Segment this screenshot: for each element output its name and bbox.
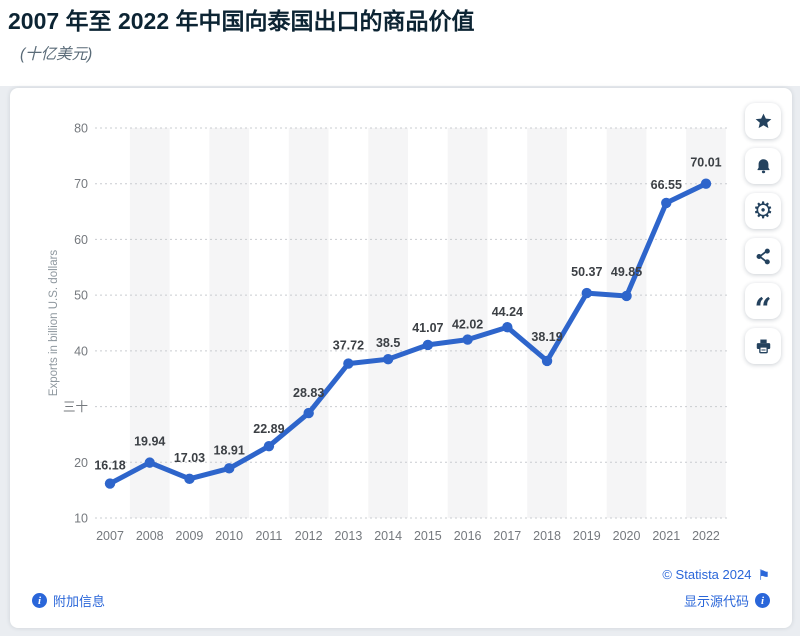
data-label-2011: 22.89	[253, 422, 284, 436]
x-tick-label: 2011	[255, 529, 282, 543]
bell-icon	[754, 157, 773, 176]
data-label-2018: 38.19	[531, 330, 562, 344]
data-label-2012: 28.83	[293, 386, 324, 400]
y-tick-label: 40	[74, 344, 88, 358]
x-tick-label: 2014	[374, 529, 402, 543]
x-tick-label: 2013	[334, 529, 362, 543]
y-tick-label: 60	[74, 233, 88, 247]
additional-info-link[interactable]: i 附加信息	[32, 591, 105, 610]
y-tick-label: 70	[74, 177, 88, 191]
x-tick-label: 2016	[454, 529, 482, 543]
y-tick-label: 10	[74, 512, 88, 526]
plot-stripe-2008	[129, 128, 170, 518]
data-point-2008[interactable]	[144, 457, 155, 468]
data-label-2021: 66.55	[651, 178, 682, 192]
data-label-2022: 70.01	[690, 156, 721, 170]
x-tick-label: 2018	[533, 529, 561, 543]
chart-header: 2007 年至 2022 年中国向泰国出口的商品价值 (十亿美元)	[0, 0, 800, 86]
share-button[interactable]	[745, 238, 781, 274]
gear-icon: ⚙	[752, 197, 774, 224]
data-point-2011[interactable]	[263, 440, 275, 452]
y-tick-label: 20	[74, 456, 88, 470]
plot-stripe-2018	[527, 128, 567, 518]
print-button[interactable]	[745, 328, 781, 364]
x-tick-label: 2007	[96, 529, 124, 543]
x-tick-label: 2019	[573, 529, 601, 543]
data-point-2018[interactable]	[541, 355, 553, 367]
show-source-label: 显示源代码	[683, 594, 749, 609]
data-point-2019[interactable]	[581, 287, 592, 299]
info-icon: i	[32, 593, 47, 608]
share-icon	[754, 247, 773, 266]
data-point-2020[interactable]	[621, 290, 632, 302]
data-label-2014: 38.5	[376, 336, 400, 350]
y-tick-label: 80	[74, 122, 88, 136]
data-label-2008: 19.94	[134, 435, 165, 449]
info-icon: i	[755, 593, 770, 608]
series-line	[107, 181, 709, 487]
chart-subtitle: (十亿美元)	[20, 46, 93, 63]
x-tick-label: 2012	[295, 529, 323, 543]
data-point-2014[interactable]	[382, 354, 394, 365]
x-tick-label: 2020	[613, 529, 641, 543]
data-label-2017: 44.24	[492, 305, 523, 319]
x-tick-label: 2022	[692, 529, 720, 543]
data-point-2012[interactable]	[303, 407, 314, 419]
data-point-2022[interactable]	[700, 178, 712, 189]
y-axis-title: Exports in billion U.S. dollars	[48, 250, 60, 397]
data-point-2013[interactable]	[343, 358, 354, 369]
data-label-2015: 41.07	[412, 321, 443, 335]
cite-button[interactable]: “	[745, 283, 781, 325]
data-point-2007[interactable]	[104, 478, 116, 489]
data-point-2017[interactable]	[502, 322, 513, 333]
x-tick-label: 2017	[493, 529, 521, 543]
x-tick-label: 2009	[176, 529, 204, 543]
chart-card: 10 20 三十 40 50 60 70 80 Exports in billion U.S. …	[10, 88, 792, 628]
data-point-2010[interactable]	[223, 463, 235, 474]
data-label-2007: 16.18	[94, 459, 125, 473]
x-tick-label: 2015	[414, 529, 442, 543]
page-title: 2007 年至 2022 年中国向泰国出口的商品价值	[8, 8, 475, 34]
plot-stripe-2020	[606, 128, 647, 518]
printer-icon	[754, 337, 773, 356]
line-chart: 10 20 三十 40 50 60 70 80 Exports in billion U.S. …	[48, 122, 730, 543]
x-tick-label: 2021	[652, 529, 680, 543]
alerts-button[interactable]	[745, 148, 781, 184]
x-tick-label: 2008	[136, 529, 164, 543]
data-label-2009: 17.03	[174, 451, 205, 465]
data-label-2019: 50.37	[571, 265, 602, 279]
plot-stripe-2012	[288, 128, 329, 518]
favorite-button[interactable]	[745, 103, 781, 139]
plot-stripe-2022	[686, 128, 726, 518]
chart-toolbar: ⚙ “	[745, 103, 781, 364]
flag-icon: ⚑	[757, 566, 770, 583]
data-point-2016[interactable]	[462, 334, 473, 345]
data-label-2020: 49.85	[611, 265, 642, 279]
data-label-2016: 42.02	[452, 318, 483, 332]
show-source-link[interactable]: 显示源代码 i	[684, 591, 770, 610]
data-point-2009[interactable]	[184, 473, 195, 485]
settings-button[interactable]: ⚙	[745, 193, 781, 229]
plot-stripe-2010	[209, 128, 250, 518]
data-point-2021[interactable]	[661, 197, 672, 209]
statista-copyright[interactable]: © Statista 2024 ⚑	[662, 567, 770, 582]
x-tick-label: 2010	[215, 529, 243, 543]
plot-stripe-2016	[447, 128, 488, 518]
data-label-2013: 37.72	[333, 339, 364, 353]
star-icon	[754, 112, 773, 131]
data-point-2015[interactable]	[422, 339, 434, 351]
data-label-2010: 18.91	[214, 443, 245, 457]
copyright-text: © Statista 2024	[662, 567, 752, 582]
y-tick-label: 三十	[63, 400, 88, 414]
plot-stripe-2014	[368, 128, 408, 518]
additional-info-label: 附加信息	[53, 594, 106, 609]
y-tick-label: 50	[74, 289, 88, 303]
